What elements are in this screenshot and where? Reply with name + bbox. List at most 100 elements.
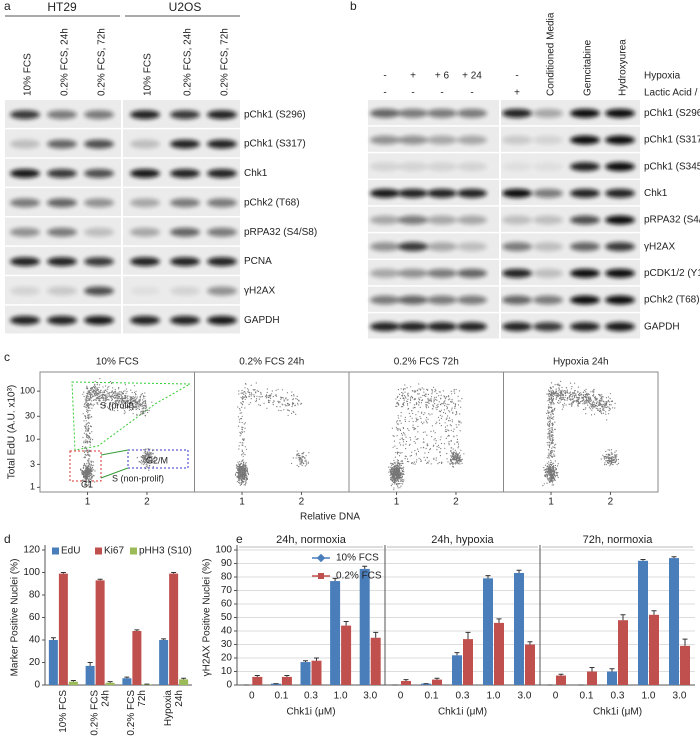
scatter-dot [287, 404, 289, 406]
band [10, 139, 40, 149]
scatter-dot [455, 458, 457, 461]
scatter-dot [393, 474, 395, 476]
scatter-dot [241, 478, 243, 481]
scatter-dot [241, 467, 243, 469]
band [170, 315, 200, 325]
scatter-dot [396, 402, 398, 404]
scatter-dot [300, 459, 302, 461]
scatter-dot [92, 461, 94, 463]
scatter-dot [239, 409, 241, 411]
scatter-dot [570, 388, 573, 390]
scatter-dot [275, 394, 277, 396]
scatter-dot [84, 398, 86, 400]
scatter-dot [435, 396, 437, 398]
scatter-dot [139, 395, 141, 397]
band [47, 227, 77, 237]
scatter-dot [610, 461, 613, 463]
scatter-dot [88, 398, 91, 400]
scatter-dot [260, 396, 262, 398]
scatter-dot [606, 419, 608, 421]
scatter-dot [568, 396, 570, 399]
scatter-dot [240, 454, 243, 456]
band [570, 188, 600, 198]
row-label: pChk2 (T68) [244, 197, 300, 208]
y-tick-label: 10 [25, 434, 35, 444]
lane-label: Gemcitabine [583, 39, 594, 96]
scatter-dot [405, 443, 407, 445]
scatter-dot [396, 453, 398, 455]
scatter-dot [405, 397, 407, 399]
scatter-dot [443, 409, 445, 411]
scatter-dot [105, 398, 107, 400]
x-tick-label: 2 [608, 497, 614, 508]
scatter-dot [450, 455, 452, 457]
scatter-dot [457, 454, 459, 456]
scatter-dot [402, 432, 405, 434]
scatter-dot [573, 392, 576, 394]
scatter-dot [82, 471, 84, 474]
scatter-dot [238, 474, 240, 476]
scatter-dot [146, 409, 148, 411]
scatter-dot [90, 470, 92, 473]
scatter-dot [397, 451, 399, 453]
scatter-dot [103, 397, 105, 399]
scatter-dot [593, 389, 595, 391]
scatter-dot [393, 483, 396, 485]
scatter-dot [86, 398, 88, 400]
scatter-dot [392, 476, 394, 478]
scatter-dot [550, 459, 552, 462]
band [207, 286, 237, 296]
scatter-dot [448, 430, 450, 432]
scatter-dot [306, 464, 308, 466]
scatter-dot [104, 400, 106, 402]
scatter-dot [294, 405, 296, 407]
scatter-dot [410, 399, 412, 401]
scatter-dot [151, 401, 153, 403]
scatter-dot [547, 433, 549, 435]
scatter-dot [245, 397, 248, 399]
scatter-dot [81, 473, 83, 476]
band [170, 110, 200, 120]
scatter-dot [118, 396, 120, 398]
scatter-dot [404, 458, 406, 460]
band [457, 268, 487, 278]
band [398, 215, 428, 225]
scatter-dot [268, 401, 270, 404]
scatter-dot [116, 397, 118, 399]
scatter-dot [98, 393, 100, 395]
scatter-dot [454, 459, 456, 461]
scatter-dot [87, 387, 89, 389]
scatter-dot [593, 406, 595, 408]
scatter-dot [417, 438, 419, 440]
scatter-dot [569, 392, 571, 394]
scatter-dot [554, 407, 556, 410]
band [427, 295, 457, 305]
bar [179, 679, 189, 685]
scatter-dot [414, 390, 416, 392]
scatter-dot [456, 460, 458, 462]
band [398, 162, 428, 172]
band [398, 242, 428, 252]
scatter-dot [240, 481, 242, 483]
scatter-dot [546, 474, 548, 477]
scatter-dot [420, 417, 422, 420]
scatter-dot [109, 409, 111, 411]
annotation: S (prolif) [100, 400, 134, 410]
scatter-dot [234, 473, 237, 475]
scatter-dot [241, 477, 243, 480]
scatter-dot [409, 415, 411, 417]
scatter-dot [243, 473, 245, 476]
scatter-dot [236, 481, 238, 483]
scatter-dot [432, 386, 435, 388]
band [605, 242, 635, 252]
scatter-dot [571, 392, 574, 394]
scatter-dot [397, 479, 399, 481]
scatter-dot [601, 399, 603, 401]
scatter-dot [605, 457, 607, 460]
scatter-dot [106, 390, 108, 393]
scatter-dot [415, 461, 417, 463]
scatter-dot [96, 393, 98, 395]
scatter-dot [101, 394, 103, 397]
scatter-dot [125, 388, 127, 390]
scatter-dot [554, 455, 556, 457]
